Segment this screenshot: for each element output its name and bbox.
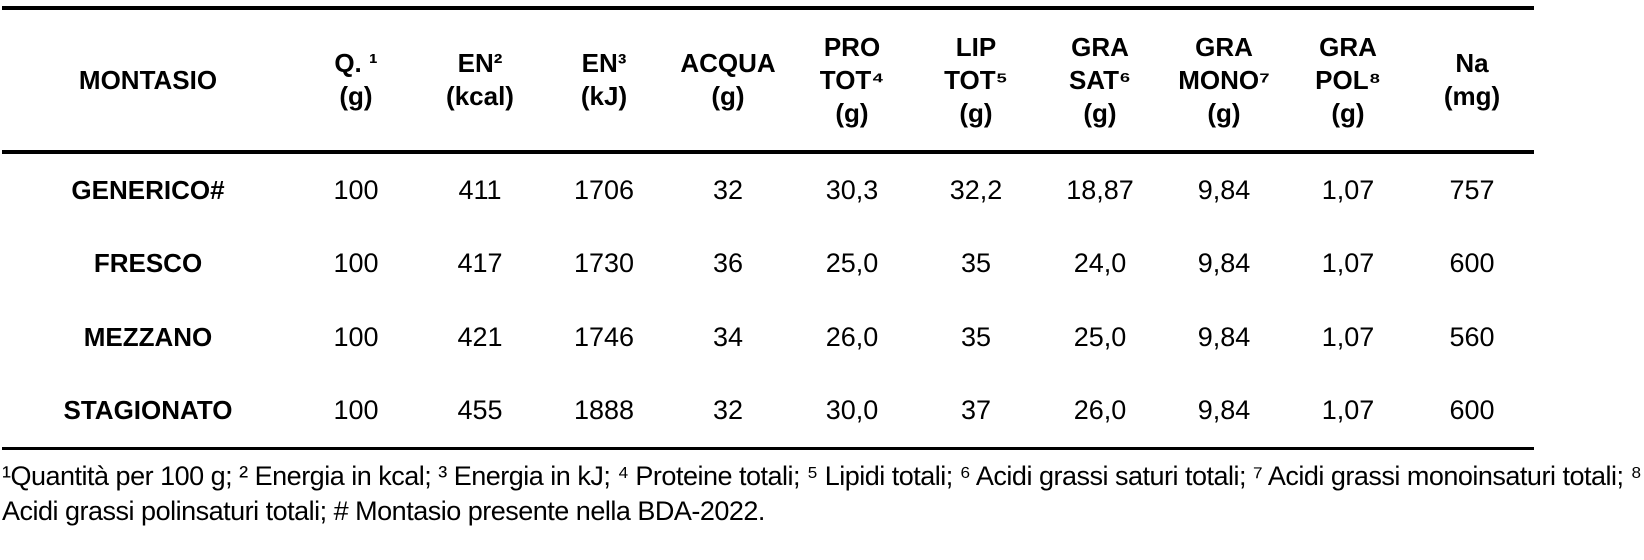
table-cell: 100 xyxy=(294,374,418,450)
column-header-montasio: MONTASIO xyxy=(2,8,294,154)
table-cell: 1,07 xyxy=(1286,374,1410,450)
table-row: FRESCO 100 417 1730 36 25,0 35 24,0 9,84 1,07 600 xyxy=(2,226,1534,300)
column-header-acqua: ACQUA (g) xyxy=(666,8,790,154)
table-header-row: MONTASIO Q. ¹ (g) EN² (kcal) EN³ (kJ) ACQUA … xyxy=(2,8,1534,154)
table-row: GENERICO# 100 411 1706 32 30,3 32,2 18,87 9,84 1,… xyxy=(2,152,1534,226)
table-cell: 35 xyxy=(960,321,992,352)
table-cell: 37 xyxy=(914,374,1038,450)
table-footnote: ¹Quantità per 100 g; ² Energia in kcal; … xyxy=(2,460,1642,526)
table-cell: 411 xyxy=(458,174,502,205)
table-cell: 18,87 xyxy=(1066,174,1134,205)
table-cell: 9,84 xyxy=(1197,247,1251,278)
column-header-gra-pol: GRA POL⁸ (g) xyxy=(1286,8,1410,154)
table-cell: 35 xyxy=(960,247,992,278)
table-cell: 36 xyxy=(712,247,744,278)
table-cell: 1730 xyxy=(573,247,635,278)
table-cell: 9,84 xyxy=(1197,321,1251,352)
column-header-gra-mono: GRA MONO⁷ (g) xyxy=(1162,8,1286,154)
row-label: FRESCO xyxy=(93,247,203,278)
table-cell: 32 xyxy=(666,374,790,450)
table-cell: 100 xyxy=(333,174,379,205)
table-cell: 26,0 xyxy=(1038,374,1162,450)
table-cell: 9,84 xyxy=(1162,374,1286,450)
table-cell: 34 xyxy=(712,321,744,352)
table-cell: 421 xyxy=(457,321,503,352)
column-header-pro-tot: PRO TOT⁴ (g) xyxy=(790,8,914,154)
table-cell: 25,0 xyxy=(1073,321,1127,352)
table-cell: 30,0 xyxy=(790,374,914,450)
column-header-en-kj: EN³ (kJ) xyxy=(542,8,666,154)
table-cell: 600 xyxy=(1410,374,1534,450)
table-cell: 560 xyxy=(1449,321,1495,352)
table-cell: 600 xyxy=(1449,247,1495,278)
table-cell: 24,0 xyxy=(1073,247,1127,278)
table-cell: 757 xyxy=(1449,174,1495,205)
paper-table-page: MONTASIO Q. ¹ (g) EN² (kcal) EN³ (kJ) ACQUA … xyxy=(0,6,1644,560)
table-cell: 1746 xyxy=(573,321,635,352)
table-cell: 455 xyxy=(418,374,542,450)
column-header-na: Na (mg) xyxy=(1410,8,1534,154)
column-header-q: Q. ¹ (g) xyxy=(294,8,418,154)
table-cell: 30,3 xyxy=(825,174,879,205)
row-label: MEZZANO xyxy=(83,321,213,352)
table-cell: 417 xyxy=(457,247,503,278)
table-cell: 32,2 xyxy=(949,174,1003,205)
table-cell: 1,07 xyxy=(1321,321,1375,352)
table-cell: 1888 xyxy=(542,374,666,450)
column-header-en-kcal: EN² (kcal) xyxy=(418,8,542,154)
row-label: GENERICO# xyxy=(71,174,225,205)
table-cell: 32 xyxy=(712,174,744,205)
table-cell: 100 xyxy=(333,247,379,278)
table-cell: 1,07 xyxy=(1321,247,1375,278)
table-row: STAGIONATO 100 455 1888 32 30,0 37 26,0 9,84 1,07… xyxy=(2,374,1534,450)
table-cell: 25,0 xyxy=(825,247,879,278)
table-row: MEZZANO 100 421 1746 34 26,0 35 25,0 9,84 1,07 560 xyxy=(2,300,1534,374)
table-cell: 100 xyxy=(333,321,379,352)
table-cell: 9,84 xyxy=(1197,174,1251,205)
table-cell: 26,0 xyxy=(825,321,879,352)
table-cell: 1,07 xyxy=(1321,174,1375,205)
table-cell: 1706 xyxy=(573,174,635,205)
montasio-nutrition-table: MONTASIO Q. ¹ (g) EN² (kcal) EN³ (kJ) ACQUA … xyxy=(2,6,1534,450)
column-header-lip-tot: LIP TOT⁵ (g) xyxy=(914,8,1038,154)
row-label: STAGIONATO xyxy=(2,374,294,450)
column-header-gra-sat: GRA SAT⁶ (g) xyxy=(1038,8,1162,154)
